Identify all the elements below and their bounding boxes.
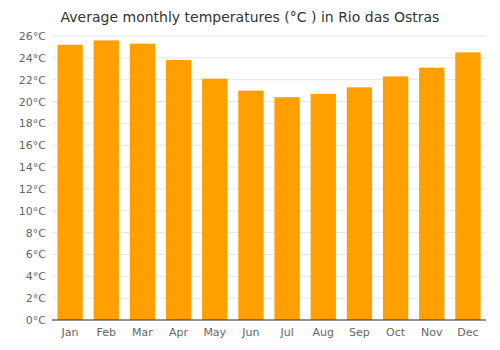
y-tick-label: 26°C: [19, 30, 46, 43]
bar: [311, 94, 336, 320]
x-tick-label: Dec: [457, 326, 478, 339]
bar: [455, 52, 480, 320]
chart: Average monthly temperatures (°C ) in Ri…: [0, 0, 500, 350]
x-tick-label: Sep: [349, 326, 370, 339]
x-tick-label: Jul: [279, 326, 293, 339]
x-tick-label: Feb: [97, 326, 116, 339]
x-tick-label: Mar: [132, 326, 153, 339]
y-tick-label: 16°C: [19, 139, 46, 152]
y-tick-label: 20°C: [19, 96, 46, 109]
title: Average monthly temperatures (°C ) in Ri…: [61, 9, 440, 25]
page: {"chart_data": {"type": "bar", "title": …: [0, 0, 500, 350]
x-tick-label: May: [203, 326, 226, 339]
x-axis-line: [52, 320, 486, 321]
x-tick-label: Nov: [421, 326, 443, 339]
bar: [94, 40, 119, 320]
bar: [274, 97, 299, 320]
x-tick-label: Aug: [313, 326, 334, 339]
bar: [238, 91, 263, 320]
y-tick-label: 8°C: [26, 227, 46, 240]
x-tick-label: Jan: [61, 326, 79, 339]
x-tick-label: Apr: [169, 326, 189, 339]
grid-line: [52, 320, 486, 321]
y-tick-label: 24°C: [19, 52, 46, 65]
y-tick-label: 0°C: [26, 314, 46, 327]
y-tick-label: 14°C: [19, 161, 46, 174]
y-tick-label: 10°C: [19, 205, 46, 218]
chart-container: Average monthly temperatures (°C ) in Ri…: [0, 0, 500, 350]
bar: [347, 87, 372, 320]
y-tick-label: 22°C: [19, 74, 46, 87]
y-tick-label: 6°C: [26, 248, 46, 261]
y-tick-label: 18°C: [19, 117, 46, 130]
y-tick-label: 4°C: [26, 270, 46, 283]
y-tick-label: 12°C: [19, 183, 46, 196]
bar: [202, 79, 227, 320]
grid-line: [52, 36, 486, 37]
bar: [57, 45, 82, 320]
y-tick-label: 2°C: [26, 292, 46, 305]
bar: [130, 44, 155, 320]
x-tick-label: Oct: [386, 326, 406, 339]
y-grid: [52, 36, 486, 320]
bar: [419, 68, 444, 320]
bar: [383, 76, 408, 320]
x-tick-label: Jun: [241, 326, 259, 339]
bars: [57, 40, 480, 320]
bar: [166, 60, 191, 320]
